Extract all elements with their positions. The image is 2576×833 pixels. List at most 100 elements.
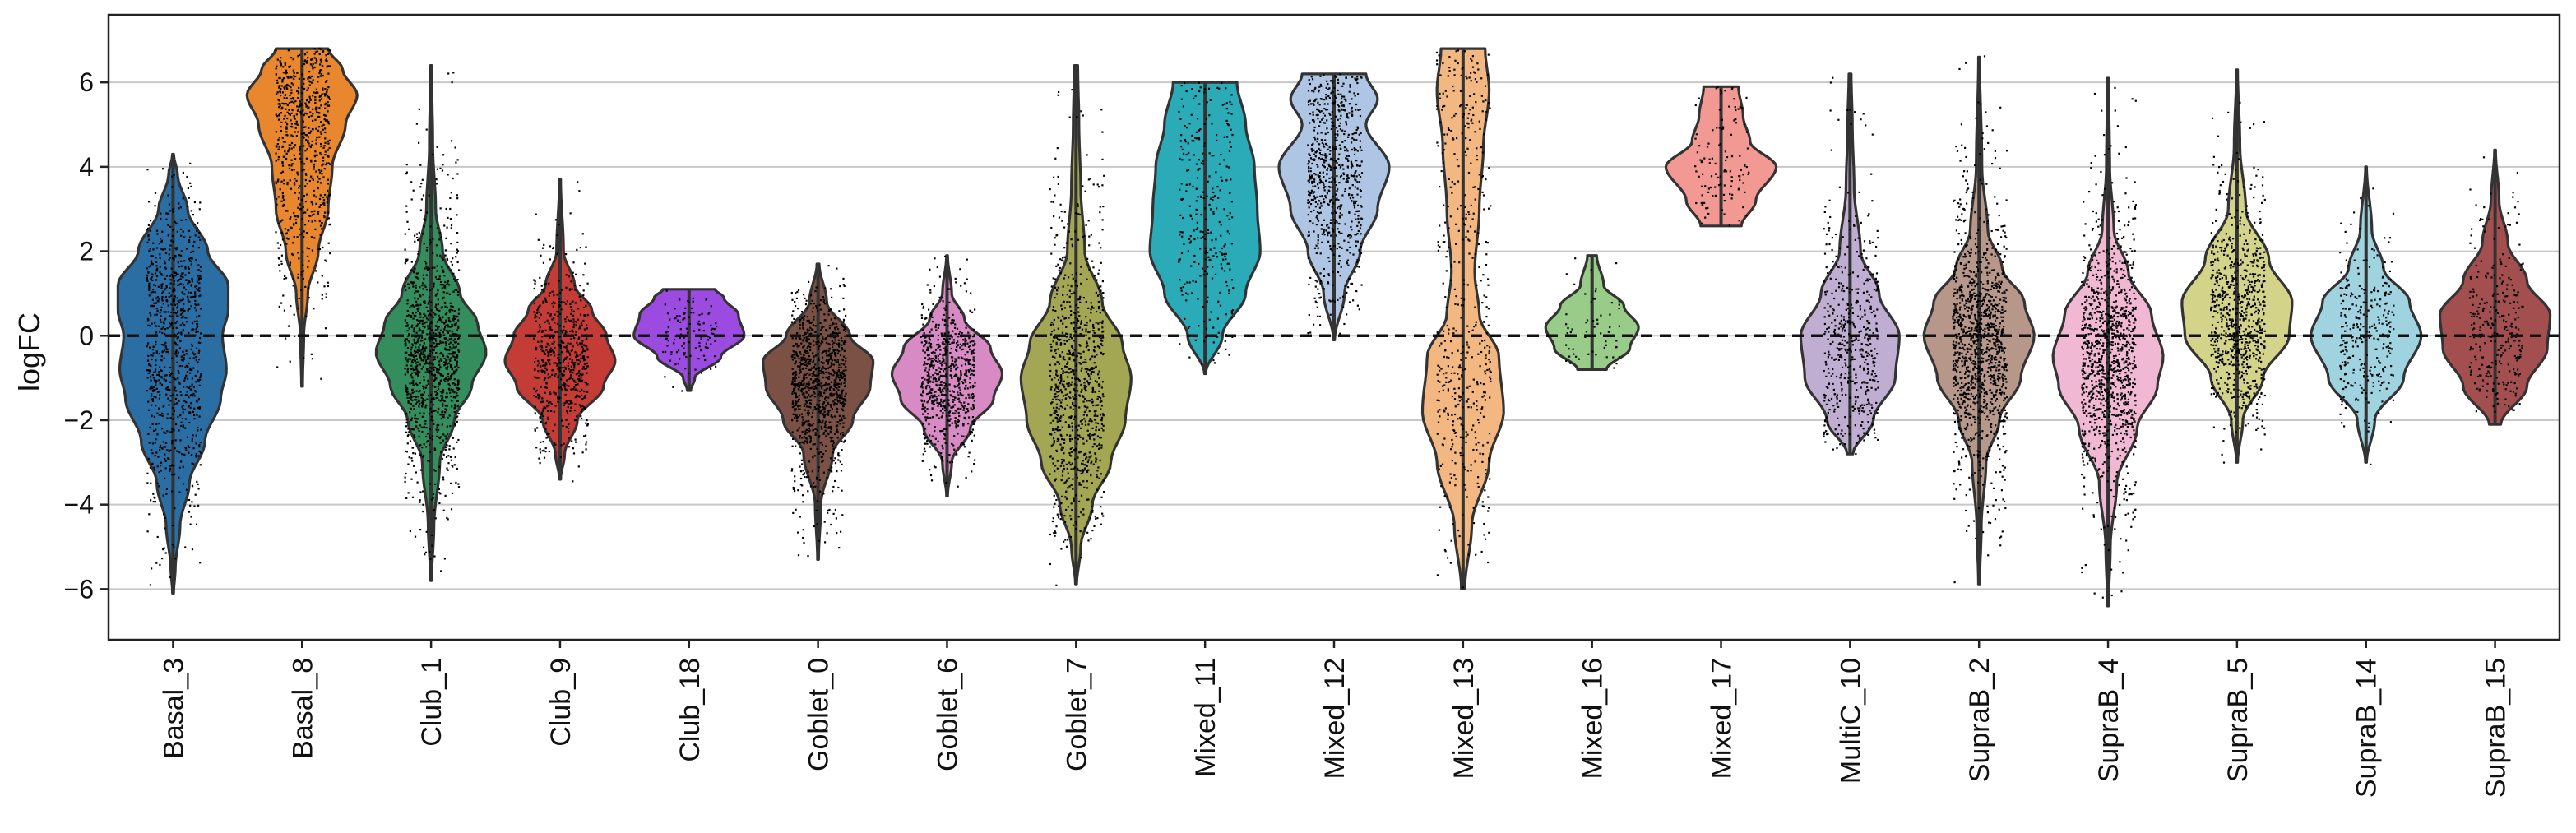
data-point <box>418 346 420 349</box>
data-point <box>813 525 816 528</box>
data-point <box>305 103 308 106</box>
data-point <box>436 426 438 428</box>
data-point <box>174 312 176 314</box>
data-point <box>932 303 934 305</box>
data-point <box>929 291 932 294</box>
data-point <box>970 373 972 376</box>
data-point <box>943 437 946 440</box>
data-point <box>835 517 837 520</box>
data-point <box>171 439 174 442</box>
data-point <box>150 255 152 257</box>
data-point <box>148 369 151 372</box>
data-point <box>422 354 424 356</box>
data-point <box>449 197 452 199</box>
data-point <box>820 361 822 363</box>
data-point <box>841 417 843 419</box>
data-point <box>568 358 572 360</box>
data-point <box>575 273 577 275</box>
data-point <box>434 313 437 316</box>
data-point <box>845 340 847 343</box>
data-point <box>824 424 827 427</box>
data-point <box>433 469 435 471</box>
data-point <box>166 327 169 330</box>
data-point <box>406 370 409 373</box>
data-point <box>429 241 432 243</box>
data-point <box>155 247 159 249</box>
data-point <box>836 470 838 473</box>
data-point <box>566 350 568 353</box>
data-point <box>437 328 439 331</box>
data-point <box>313 308 315 310</box>
data-point <box>432 349 434 352</box>
data-point <box>578 190 581 192</box>
data-point <box>429 345 432 347</box>
data-point <box>198 415 201 418</box>
data-point <box>178 364 181 368</box>
data-point <box>149 229 151 232</box>
data-point <box>452 317 455 319</box>
data-point <box>821 340 823 343</box>
data-point <box>959 391 961 395</box>
data-point <box>843 308 846 311</box>
data-point <box>432 493 435 495</box>
data-point <box>544 364 547 367</box>
data-point <box>155 257 157 259</box>
data-point <box>441 397 443 400</box>
data-point <box>541 349 544 352</box>
data-point <box>972 340 975 343</box>
data-point <box>171 394 174 396</box>
data-point <box>948 414 951 417</box>
data-point <box>292 97 294 99</box>
data-point <box>163 357 165 359</box>
data-point <box>809 346 812 349</box>
data-point <box>410 360 414 363</box>
data-point <box>146 229 149 231</box>
data-point <box>285 86 288 89</box>
data-point <box>422 345 424 347</box>
data-point <box>810 394 813 396</box>
data-point <box>838 394 841 396</box>
data-point <box>188 229 191 232</box>
data-point <box>803 405 805 407</box>
data-point <box>317 187 319 190</box>
data-point <box>436 308 438 310</box>
data-point <box>940 398 943 400</box>
data-point <box>179 391 182 393</box>
data-point <box>174 353 177 355</box>
data-point <box>815 476 818 479</box>
data-point <box>564 358 567 360</box>
data-point <box>180 394 183 396</box>
data-point <box>298 192 300 194</box>
data-point <box>148 250 151 252</box>
data-point <box>830 395 832 397</box>
data-point <box>442 390 445 392</box>
data-point <box>812 387 814 391</box>
data-point <box>317 81 319 83</box>
data-point <box>191 383 193 386</box>
data-point <box>548 360 550 363</box>
data-point <box>275 73 277 76</box>
data-point <box>293 77 295 80</box>
data-point <box>553 391 555 394</box>
data-point <box>160 369 162 372</box>
data-point <box>182 315 184 317</box>
data-point <box>542 261 544 264</box>
data-point <box>806 316 808 318</box>
data-point <box>415 276 418 279</box>
data-point <box>953 435 956 437</box>
data-point <box>449 359 452 362</box>
data-point <box>548 402 550 405</box>
data-point <box>683 352 686 354</box>
data-point <box>923 437 926 440</box>
data-point <box>188 197 190 199</box>
data-point <box>456 197 459 200</box>
data-point <box>550 329 553 331</box>
data-point <box>841 463 843 465</box>
data-point <box>828 427 831 429</box>
data-point <box>958 400 961 403</box>
data-point <box>581 373 584 376</box>
data-point <box>801 423 804 426</box>
data-point <box>973 395 975 397</box>
data-point <box>921 405 924 408</box>
data-point <box>842 400 845 404</box>
